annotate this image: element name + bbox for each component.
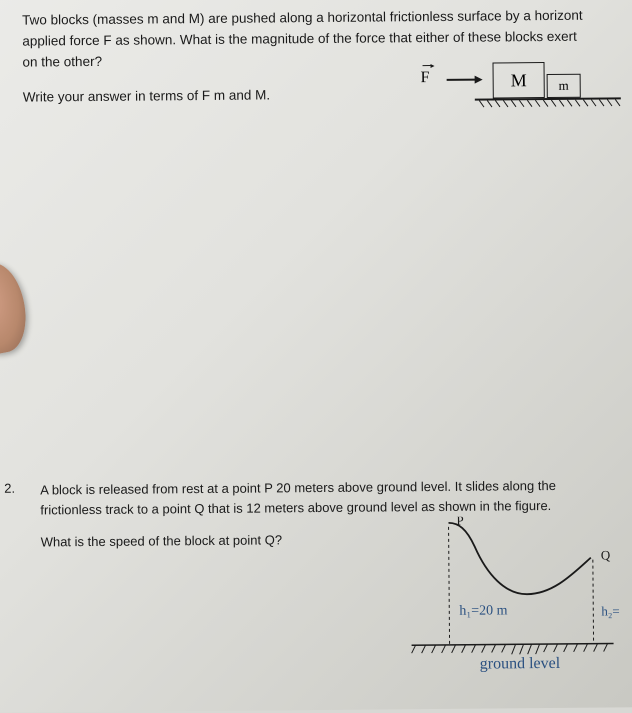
figure-1-blocks: F M m — [418, 59, 619, 129]
label-Q: Q — [601, 547, 611, 562]
block-small-m: m — [547, 74, 581, 98]
figure-2-track: P Q h₁=20 m h₂= ground level — [404, 515, 625, 677]
force-arrow-icon — [447, 79, 477, 81]
label-ground: ground level — [480, 655, 561, 673]
surface-hatches — [475, 99, 621, 110]
q2-number: 2. — [4, 481, 15, 496]
worksheet-page: Two blocks (masses m and M) are pushed a… — [0, 0, 632, 713]
question-2: 2. A block is released from rest at a po… — [4, 475, 632, 553]
force-label-F: F — [421, 69, 430, 87]
force-arrowhead-icon — [475, 75, 483, 83]
label-h2: h₂= — [601, 603, 620, 618]
thumb-photo-artifact — [0, 259, 32, 357]
label-P: P — [456, 515, 463, 527]
label-h1: h₁=20 m — [459, 603, 507, 618]
block-big-M: M — [492, 62, 544, 98]
track-svg: P Q h₁=20 m h₂= ground level — [404, 515, 625, 677]
